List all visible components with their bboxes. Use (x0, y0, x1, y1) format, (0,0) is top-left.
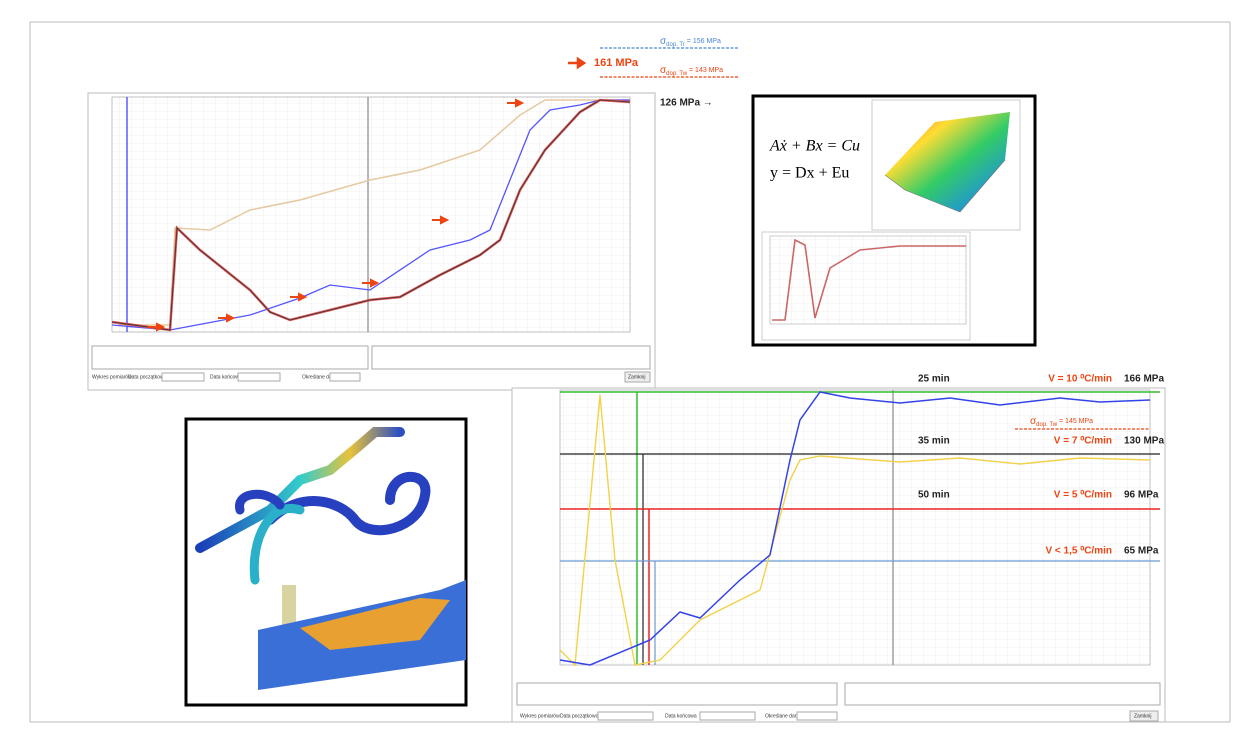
slide: σdop. Tr = 156 MPa 161 MPa σdop. Tw = 14… (0, 0, 1259, 735)
response-plot (762, 232, 970, 340)
control-label: Data początkowa (128, 374, 167, 380)
surface-plot (872, 100, 1020, 230)
chart-screenshot: Wykres pomiarów Data początkowa Data koń… (88, 93, 655, 390)
control-label: Wykres pomiarów (92, 374, 132, 380)
equation: Aẋ + Bx = Cu (769, 138, 860, 155)
arrow-value: 161 MPa (594, 57, 639, 69)
rate-label: V = 5 ⁰C/min (1054, 490, 1112, 501)
close-label: Zamknij (1134, 713, 1152, 719)
control-label: Data końcowa (210, 374, 242, 380)
close-label: Zamknij (628, 374, 646, 380)
date-input[interactable] (238, 373, 280, 381)
arrow (568, 59, 584, 67)
control-label: Data końcowa (665, 713, 697, 719)
select[interactable] (330, 373, 360, 381)
stress-label: 130 MPa (1124, 436, 1164, 447)
sigma-tr: σdop. Tr = 156 MPa (660, 36, 721, 48)
stress-label: 166 MPa (1124, 374, 1164, 385)
control-label: Data początkowa (560, 713, 599, 719)
date-input[interactable] (598, 712, 653, 720)
rate-label: V = 10 ⁰C/min (1048, 374, 1112, 385)
stress-label: 96 MPa (1124, 490, 1159, 501)
control-label: Wykres pomiarów (520, 713, 560, 719)
control-label: Określane dane (765, 713, 801, 719)
time-label: 50 min (918, 490, 950, 501)
rate-label: V < 1,5 ⁰C/min (1045, 546, 1112, 557)
select[interactable] (797, 712, 837, 720)
side-value: 126 MPa → (660, 98, 713, 109)
sigma-tw: σdop. Tw = 143 MPa (660, 65, 723, 77)
page: σdop. Tr = 156 MPa 161 MPa σdop. Tw = 14… (0, 0, 1259, 735)
stress-label: 65 MPa (1124, 546, 1159, 557)
time-label: 35 min (918, 436, 950, 447)
date-input[interactable] (700, 712, 755, 720)
date-input[interactable] (162, 373, 204, 381)
time-label: 25 min (918, 374, 950, 385)
rate-label: V = 7 ⁰C/min (1054, 436, 1112, 447)
equation: y = Dx + Eu (770, 165, 849, 182)
